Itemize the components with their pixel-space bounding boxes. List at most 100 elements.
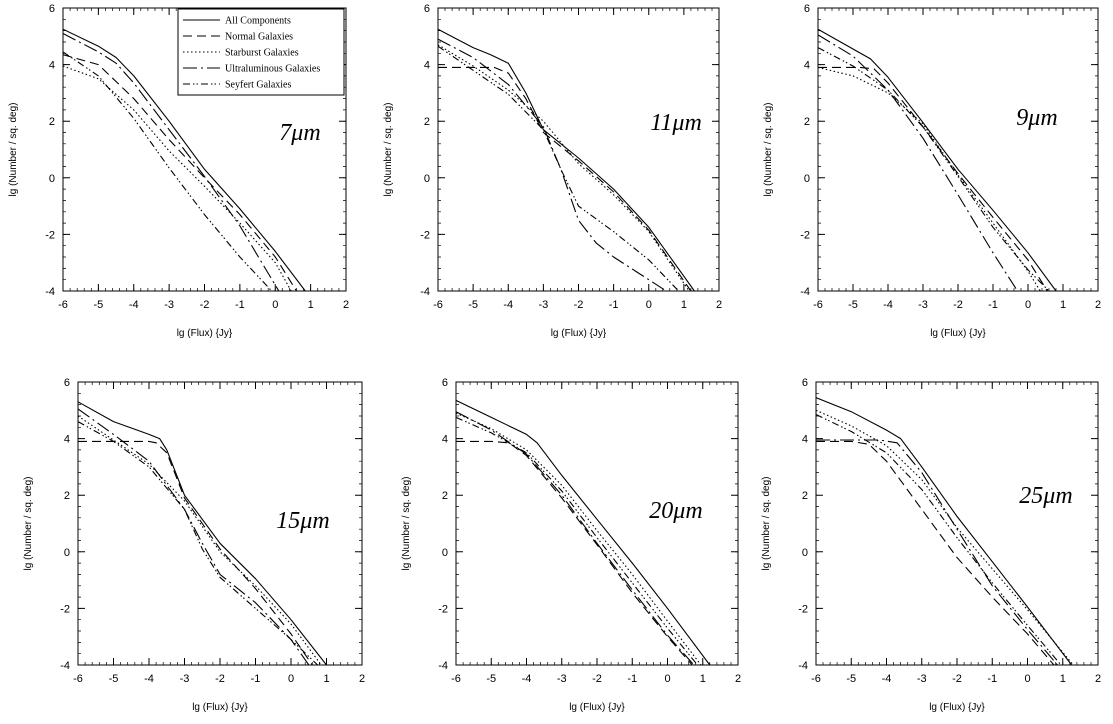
chart-panel-4: -6 -5 -4 -3 -2 -1 0 1 2 -4 -2 0 2 4 6 lg (Flux) {Jy} lg … [23,377,365,713]
x-tick-label: -6 [58,299,68,311]
series-line-normal [63,54,297,291]
x-tick-label: 0 [288,673,294,685]
x-tick-label: 1 [1060,673,1066,685]
x-tick-label: -4 [129,299,139,311]
x-tick-label: -6 [813,299,823,311]
y-tick-label: -4 [60,660,70,672]
y-tick-label: -4 [420,286,430,298]
x-tick-label: 2 [1095,673,1101,685]
series-line-all [438,28,695,291]
series-line-starburst [438,44,690,291]
series-group [456,399,711,665]
y-tick-label: 6 [64,377,70,389]
x-tick-label: -5 [93,299,103,311]
legend-label-starburst: Starburst Galaxies [225,48,299,59]
y-tick-label: 6 [49,3,55,15]
series-line-all [63,28,306,291]
x-tick-label: -4 [144,673,154,685]
y-tick-label: 0 [424,173,430,185]
legend-label-ulirg: Ultraluminous Galaxies [225,64,320,75]
y-axis-title: lg (Number / sq. deg) [763,103,774,197]
legend-label-seyfert: Seyfert Galaxies [225,80,291,91]
wavelength-label: 15μm [276,508,329,534]
chart-panel-6: -6 -5 -4 -3 -2 -1 0 1 2 -4 -2 0 2 4 6 lg (Flux) {Jy} lg … [761,377,1101,713]
series-group [818,28,1057,291]
y-tick-label: 4 [804,60,810,72]
x-tick-label: 1 [681,299,687,311]
x-tick-label: 0 [664,673,670,685]
x-tick-label: -4 [883,299,893,311]
y-tick-label: 2 [49,116,55,128]
x-tick-label: -4 [522,673,532,685]
minor-ticks [815,381,1099,666]
x-tick-label: -3 [164,299,174,311]
y-tick-label: -4 [438,660,448,672]
x-tick-label: 1 [308,299,314,311]
chart-panel-1: -6 -5 -4 -3 -2 -1 0 1 2 -4 -2 0 2 4 6 lg (Flux) {Jy} lg … [8,3,349,339]
series-line-normal [78,440,313,665]
y-axis-title: lg (Number / sq. deg) [761,477,772,571]
y-axis-title: lg (Number / sq. deg) [383,103,394,197]
x-tick-label: -3 [918,299,928,311]
x-tick-label: -1 [235,299,245,311]
series-line-ulirg [63,33,280,291]
wavelength-label: 20μm [649,498,702,524]
x-tick-label: -6 [73,673,83,685]
series-group [816,397,1074,665]
series-line-normal [816,440,1055,665]
y-tick-label: 6 [802,377,808,389]
x-axis-title: lg (Flux) {Jy} [551,328,607,339]
x-tick-label: -4 [882,673,892,685]
legend-label-all: All Components [225,16,291,27]
x-tick-label: -2 [952,673,962,685]
series-group [438,28,695,291]
y-tick-label: -2 [798,603,808,615]
series-line-ulirg [456,411,695,665]
x-tick-label: 0 [646,299,652,311]
y-tick-label: 2 [442,490,448,502]
y-tick-label: 0 [64,547,70,559]
y-tick-label: -2 [60,603,70,615]
legend-box [177,8,345,96]
x-tick-label: -1 [627,673,637,685]
series-line-ulirg [78,408,310,665]
plot-frame [817,7,1099,292]
series-line-seyfert [818,47,1050,291]
chart-panel-2: -6 -5 -4 -3 -2 -1 0 1 2 -4 -2 0 2 4 6 lg (Flux) {Jy} lg … [383,3,722,339]
series-line-starburst [816,409,1074,665]
x-tick-label: -4 [503,299,513,311]
y-tick-label: 6 [424,3,430,15]
x-tick-label: -2 [574,299,584,311]
y-tick-label: -2 [800,229,810,241]
series-line-all [818,28,1057,291]
y-tick-label: 2 [802,490,808,502]
y-tick-label: 2 [64,490,70,502]
x-tick-label: -6 [433,299,443,311]
x-tick-label: -1 [609,299,619,311]
plot-frame [815,381,1099,666]
x-tick-label: 0 [272,299,278,311]
series-line-all [78,401,327,665]
x-tick-label: -2 [200,299,210,311]
y-tick-label: 4 [49,60,55,72]
x-tick-label: -2 [215,673,225,685]
wavelength-label: 9μm [1016,105,1057,131]
x-axis-title: lg (Flux) {Jy} [930,328,986,339]
series-line-seyfert [456,416,698,665]
x-tick-label: -5 [486,673,496,685]
wavelength-label: 25μm [1019,483,1072,509]
x-axis-title: lg (Flux) {Jy} [929,702,985,713]
y-axis-title: lg (Number / sq. deg) [401,477,412,571]
series-line-normal [818,66,1048,291]
y-axis-title: lg (Number / sq. deg) [8,103,19,197]
y-tick-label: -4 [800,286,810,298]
x-tick-label: 2 [343,299,349,311]
x-tick-label: 2 [716,299,722,311]
chart-panel-3: -6 -5 -4 -3 -2 -1 0 1 2 -4 -2 0 2 4 6 lg (Flux) {Jy} lg … [763,3,1101,339]
series-line-normal [456,440,693,665]
legend: All Components Normal Galaxies Starburst G… [177,8,345,96]
x-tick-label: 0 [1024,673,1030,685]
x-tick-label: -3 [917,673,927,685]
y-tick-label: -2 [420,229,430,241]
x-tick-label: 2 [735,673,741,685]
